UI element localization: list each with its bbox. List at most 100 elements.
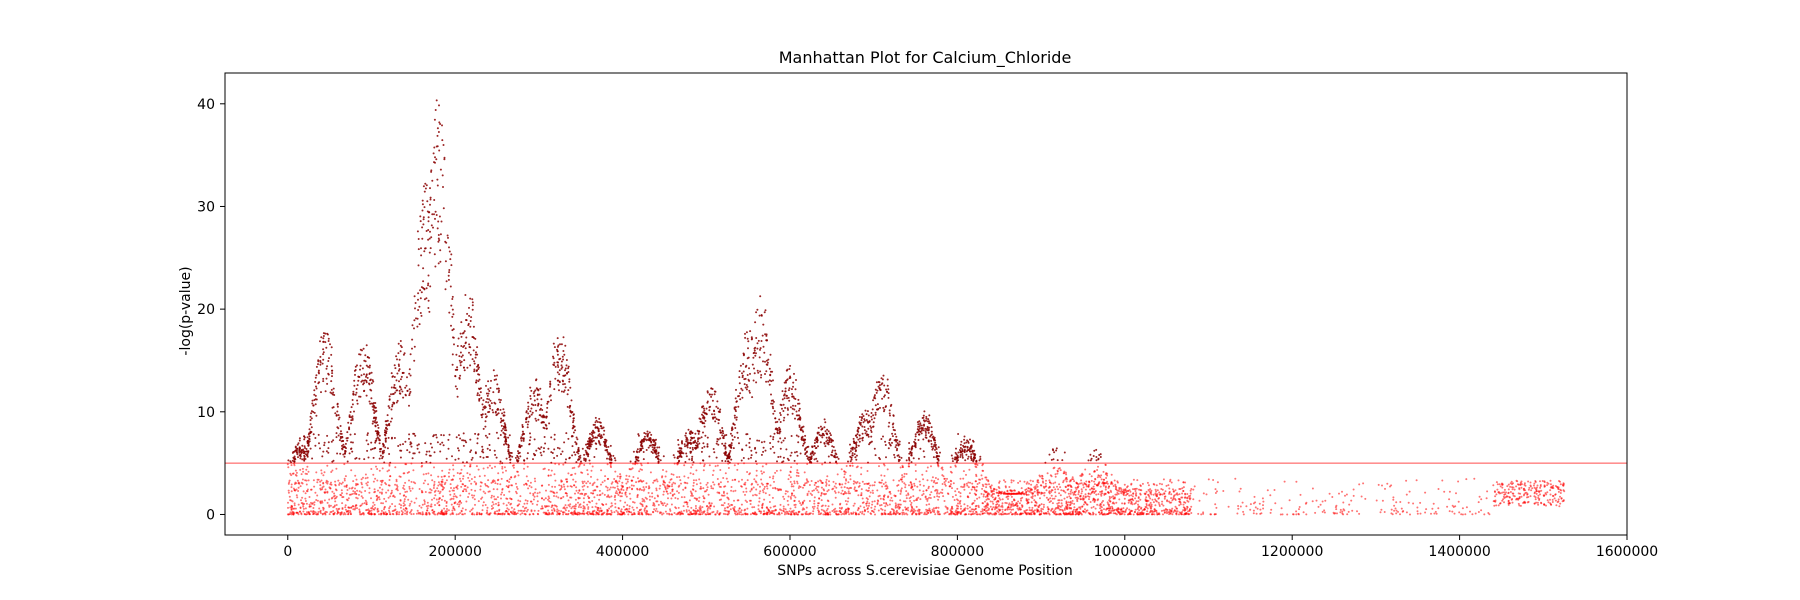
snp-point [847, 460, 849, 463]
snp-point [648, 513, 650, 516]
snp-point [705, 513, 708, 516]
snp-point [588, 511, 591, 514]
snp-point [463, 464, 466, 467]
snp-point [806, 513, 809, 516]
snp-point [289, 472, 292, 475]
snp-point [954, 490, 957, 493]
snp-point [523, 459, 526, 462]
snp-point [352, 490, 355, 493]
snp-point [333, 505, 336, 508]
snp-point [316, 513, 319, 516]
snp-point [433, 497, 436, 500]
snp-point [529, 481, 532, 484]
snp-point [295, 494, 298, 497]
snp-point [789, 507, 792, 510]
snp-point [1529, 481, 1532, 484]
snp-point [313, 510, 316, 513]
snp-point [381, 467, 384, 470]
snp-point [382, 513, 385, 516]
snp-point [445, 500, 448, 503]
snp-point [748, 446, 751, 449]
snp-point [631, 506, 634, 509]
snp-point [760, 441, 763, 444]
snp-point [296, 479, 299, 482]
snp-point [1100, 474, 1103, 477]
snp-point [400, 449, 403, 452]
snp-point [411, 487, 414, 490]
snp-point [436, 502, 439, 505]
snp-point [461, 507, 464, 510]
snp-point [1239, 487, 1242, 490]
snp-point [1486, 490, 1489, 493]
snp-point [1305, 513, 1308, 516]
snp-point [1501, 486, 1504, 489]
snp-point [490, 507, 493, 510]
snp-point [750, 449, 753, 452]
snp-point [979, 455, 982, 458]
snp-point [1072, 478, 1075, 481]
snp-point [708, 502, 711, 505]
snp-point [845, 492, 848, 495]
snp-point [586, 485, 589, 488]
snp-point [736, 512, 739, 515]
snp-point [510, 502, 513, 505]
snp-point [989, 485, 992, 488]
snp-point [1066, 496, 1069, 499]
snp-point [930, 479, 933, 482]
snp-point [526, 465, 529, 468]
snp-point [755, 481, 758, 484]
snp-point [410, 500, 413, 503]
snp-point [703, 463, 706, 466]
snp-point [519, 513, 522, 516]
snp-point [367, 456, 370, 459]
snp-point [606, 463, 609, 466]
snp-point [526, 500, 529, 502]
snp-point [712, 448, 715, 450]
snp-point [301, 467, 304, 470]
snp-point [628, 507, 631, 510]
snp-point [1546, 491, 1549, 494]
snp-point [360, 491, 363, 494]
snp-point [624, 492, 627, 495]
snp-point [1053, 509, 1056, 512]
snp-point [338, 482, 341, 485]
snp-point [463, 488, 466, 491]
snp-point [961, 455, 964, 457]
snp-point [951, 506, 953, 509]
snp-point [1130, 482, 1133, 485]
snp-point [426, 509, 429, 512]
snp-point [378, 496, 381, 499]
snp-point [857, 507, 860, 509]
snp-point [1063, 451, 1066, 454]
snp-point [832, 480, 835, 483]
snp-point [542, 511, 545, 514]
snp-point [574, 429, 577, 432]
snp-point [960, 485, 963, 488]
snp-point [1535, 492, 1538, 495]
snp-point [396, 510, 399, 513]
snp-point [610, 502, 613, 505]
snp-point [1030, 483, 1033, 486]
snp-point [417, 443, 420, 446]
snp-point [727, 512, 730, 515]
snp-point [651, 492, 654, 495]
snp-point [1052, 458, 1055, 461]
snp-point [860, 488, 863, 491]
snp-point [631, 467, 634, 470]
snp-point [1089, 459, 1092, 462]
snp-point [648, 495, 651, 498]
snp-point [1085, 480, 1088, 483]
snp-point [1100, 501, 1103, 504]
snp-point [774, 505, 777, 508]
snp-point [593, 496, 596, 499]
snp-point [1128, 512, 1131, 515]
snp-point [974, 508, 977, 511]
snp-point [680, 510, 683, 513]
snp-point [807, 490, 810, 493]
snp-point [325, 479, 328, 482]
snp-point [884, 481, 887, 484]
snp-point [773, 451, 776, 454]
snp-point [894, 506, 897, 509]
snp-point [452, 495, 455, 498]
snp-point [659, 512, 661, 515]
